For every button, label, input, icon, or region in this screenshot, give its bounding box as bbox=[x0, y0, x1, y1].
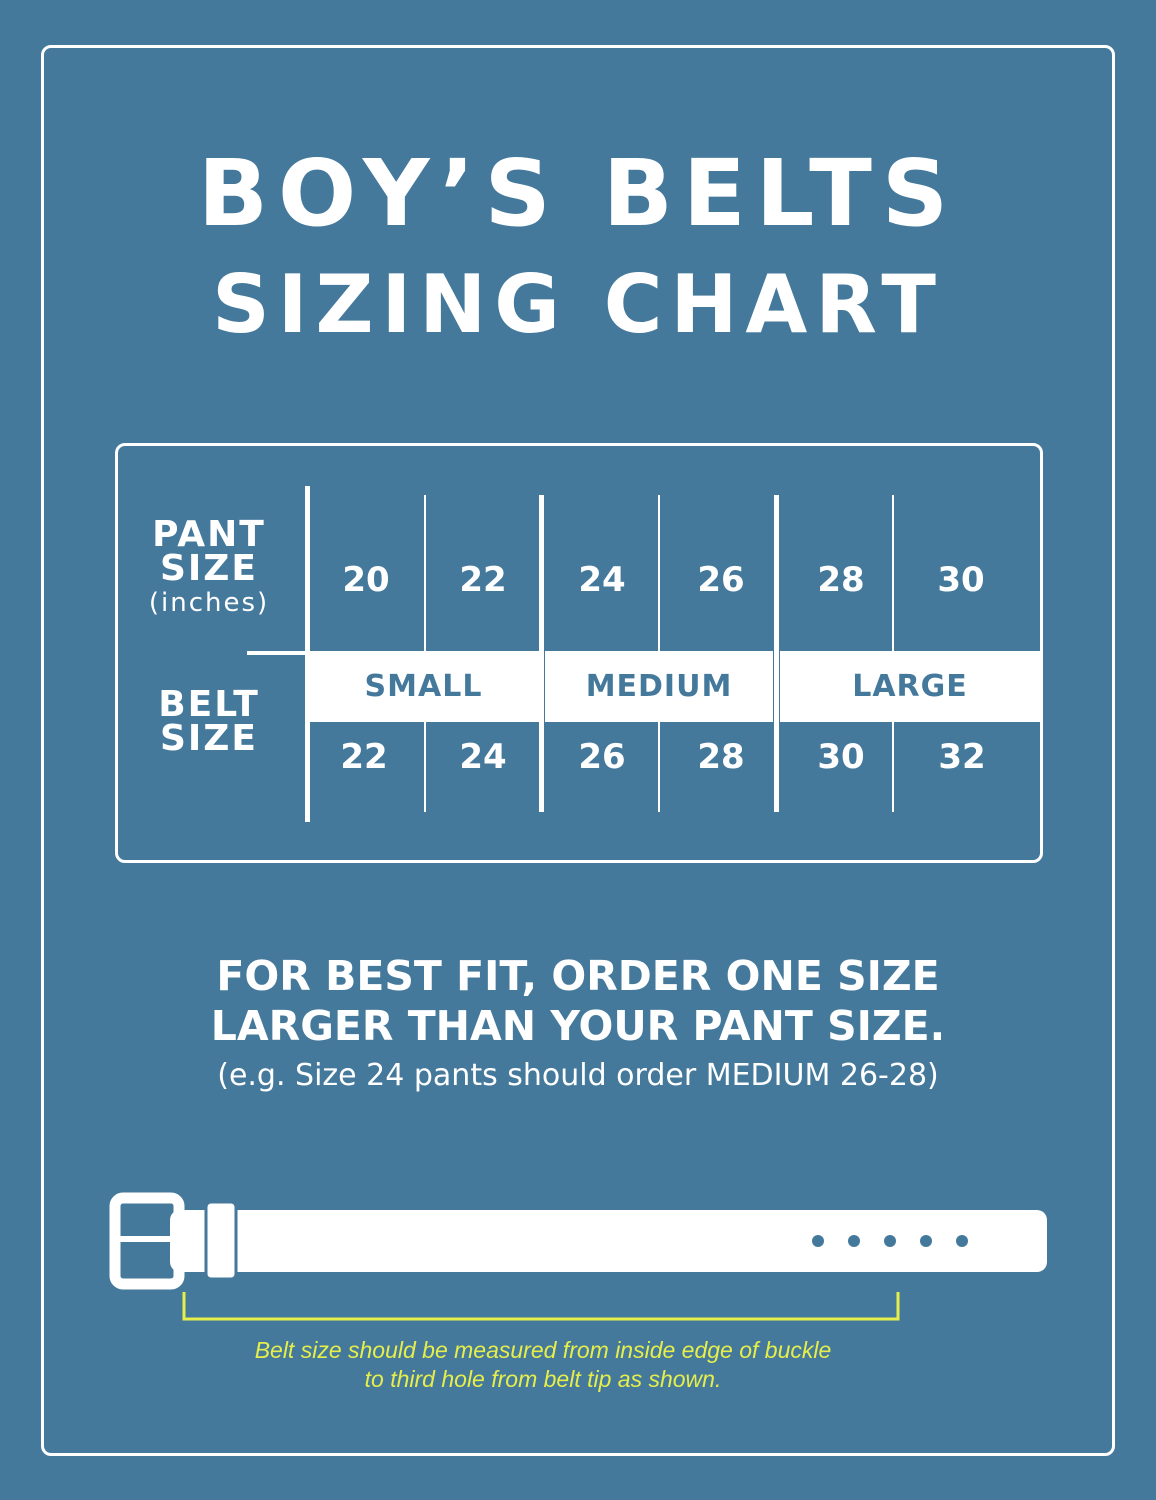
belt-hole bbox=[920, 1235, 932, 1247]
grid-line bbox=[539, 495, 544, 812]
grid-line bbox=[424, 495, 426, 651]
group-label: LARGE bbox=[852, 669, 968, 704]
grid-line bbox=[774, 495, 779, 812]
grid-line bbox=[658, 722, 660, 812]
outer-frame bbox=[41, 45, 1115, 1456]
caption-line-2: to third hole from belt tip as shown. bbox=[364, 1366, 722, 1392]
grid-line bbox=[892, 495, 894, 651]
pant-size-cell: 26 bbox=[697, 560, 745, 600]
pant-size-label: PANT SIZE (inches) bbox=[114, 514, 304, 620]
advice-line-1: FOR BEST FIT, ORDER ONE SIZE bbox=[216, 952, 940, 1000]
group-label: MEDIUM bbox=[585, 669, 733, 704]
belt-hole bbox=[848, 1235, 860, 1247]
grid-line bbox=[658, 495, 660, 651]
group-label: SMALL bbox=[364, 669, 483, 704]
pant-size-cell: 20 bbox=[342, 560, 390, 600]
advice-line-2: LARGER THAN YOUR PANT SIZE. bbox=[210, 1002, 946, 1050]
pant-size-cell: 28 bbox=[817, 560, 865, 600]
measure-bracket bbox=[182, 1292, 900, 1321]
belt-size-cell: 22 bbox=[340, 737, 388, 777]
band-medium: MEDIUM bbox=[545, 651, 773, 722]
belt-holes bbox=[812, 1235, 968, 1247]
grid-line bbox=[892, 722, 894, 812]
grid-line bbox=[305, 486, 310, 822]
belt-hole bbox=[884, 1235, 896, 1247]
title-line-2: SIZING CHART bbox=[212, 258, 944, 351]
pant-label-line2: SIZE bbox=[159, 548, 259, 589]
belt-illustration bbox=[109, 1192, 1047, 1321]
caption-line-1: Belt size should be measured from inside… bbox=[254, 1337, 832, 1363]
belt-size-label: BELT SIZE bbox=[114, 684, 304, 759]
size-table bbox=[115, 443, 1043, 863]
band-large: LARGE bbox=[780, 651, 1040, 722]
belt-size-cell: 24 bbox=[459, 737, 507, 777]
belt-hole bbox=[812, 1235, 824, 1247]
pant-size-cell: 30 bbox=[937, 560, 985, 600]
pant-label-line1: PANT bbox=[152, 514, 266, 555]
grid-line bbox=[424, 722, 426, 812]
belt-size-cell: 30 bbox=[817, 737, 865, 777]
buckle-icon bbox=[109, 1192, 185, 1290]
belt-size-cell: 32 bbox=[938, 737, 986, 777]
belt-label-line1: BELT bbox=[158, 684, 260, 725]
title-line-1: BOY’S BELTS bbox=[197, 140, 959, 247]
pant-size-cell: 24 bbox=[578, 560, 626, 600]
belt-hole bbox=[956, 1235, 968, 1247]
belt-size-cell: 28 bbox=[697, 737, 745, 777]
label-divider bbox=[247, 651, 307, 655]
belt-size-cell: 26 bbox=[578, 737, 626, 777]
band-small: SMALL bbox=[307, 651, 540, 722]
belt-label-line2: SIZE bbox=[159, 718, 259, 759]
belt-strap bbox=[170, 1210, 1047, 1272]
belt-keeper bbox=[204, 1200, 238, 1281]
advice-example: (e.g. Size 24 pants should order MEDIUM … bbox=[217, 1058, 939, 1093]
pant-label-unit: (inches) bbox=[148, 588, 270, 618]
pant-size-cell: 22 bbox=[459, 560, 507, 600]
